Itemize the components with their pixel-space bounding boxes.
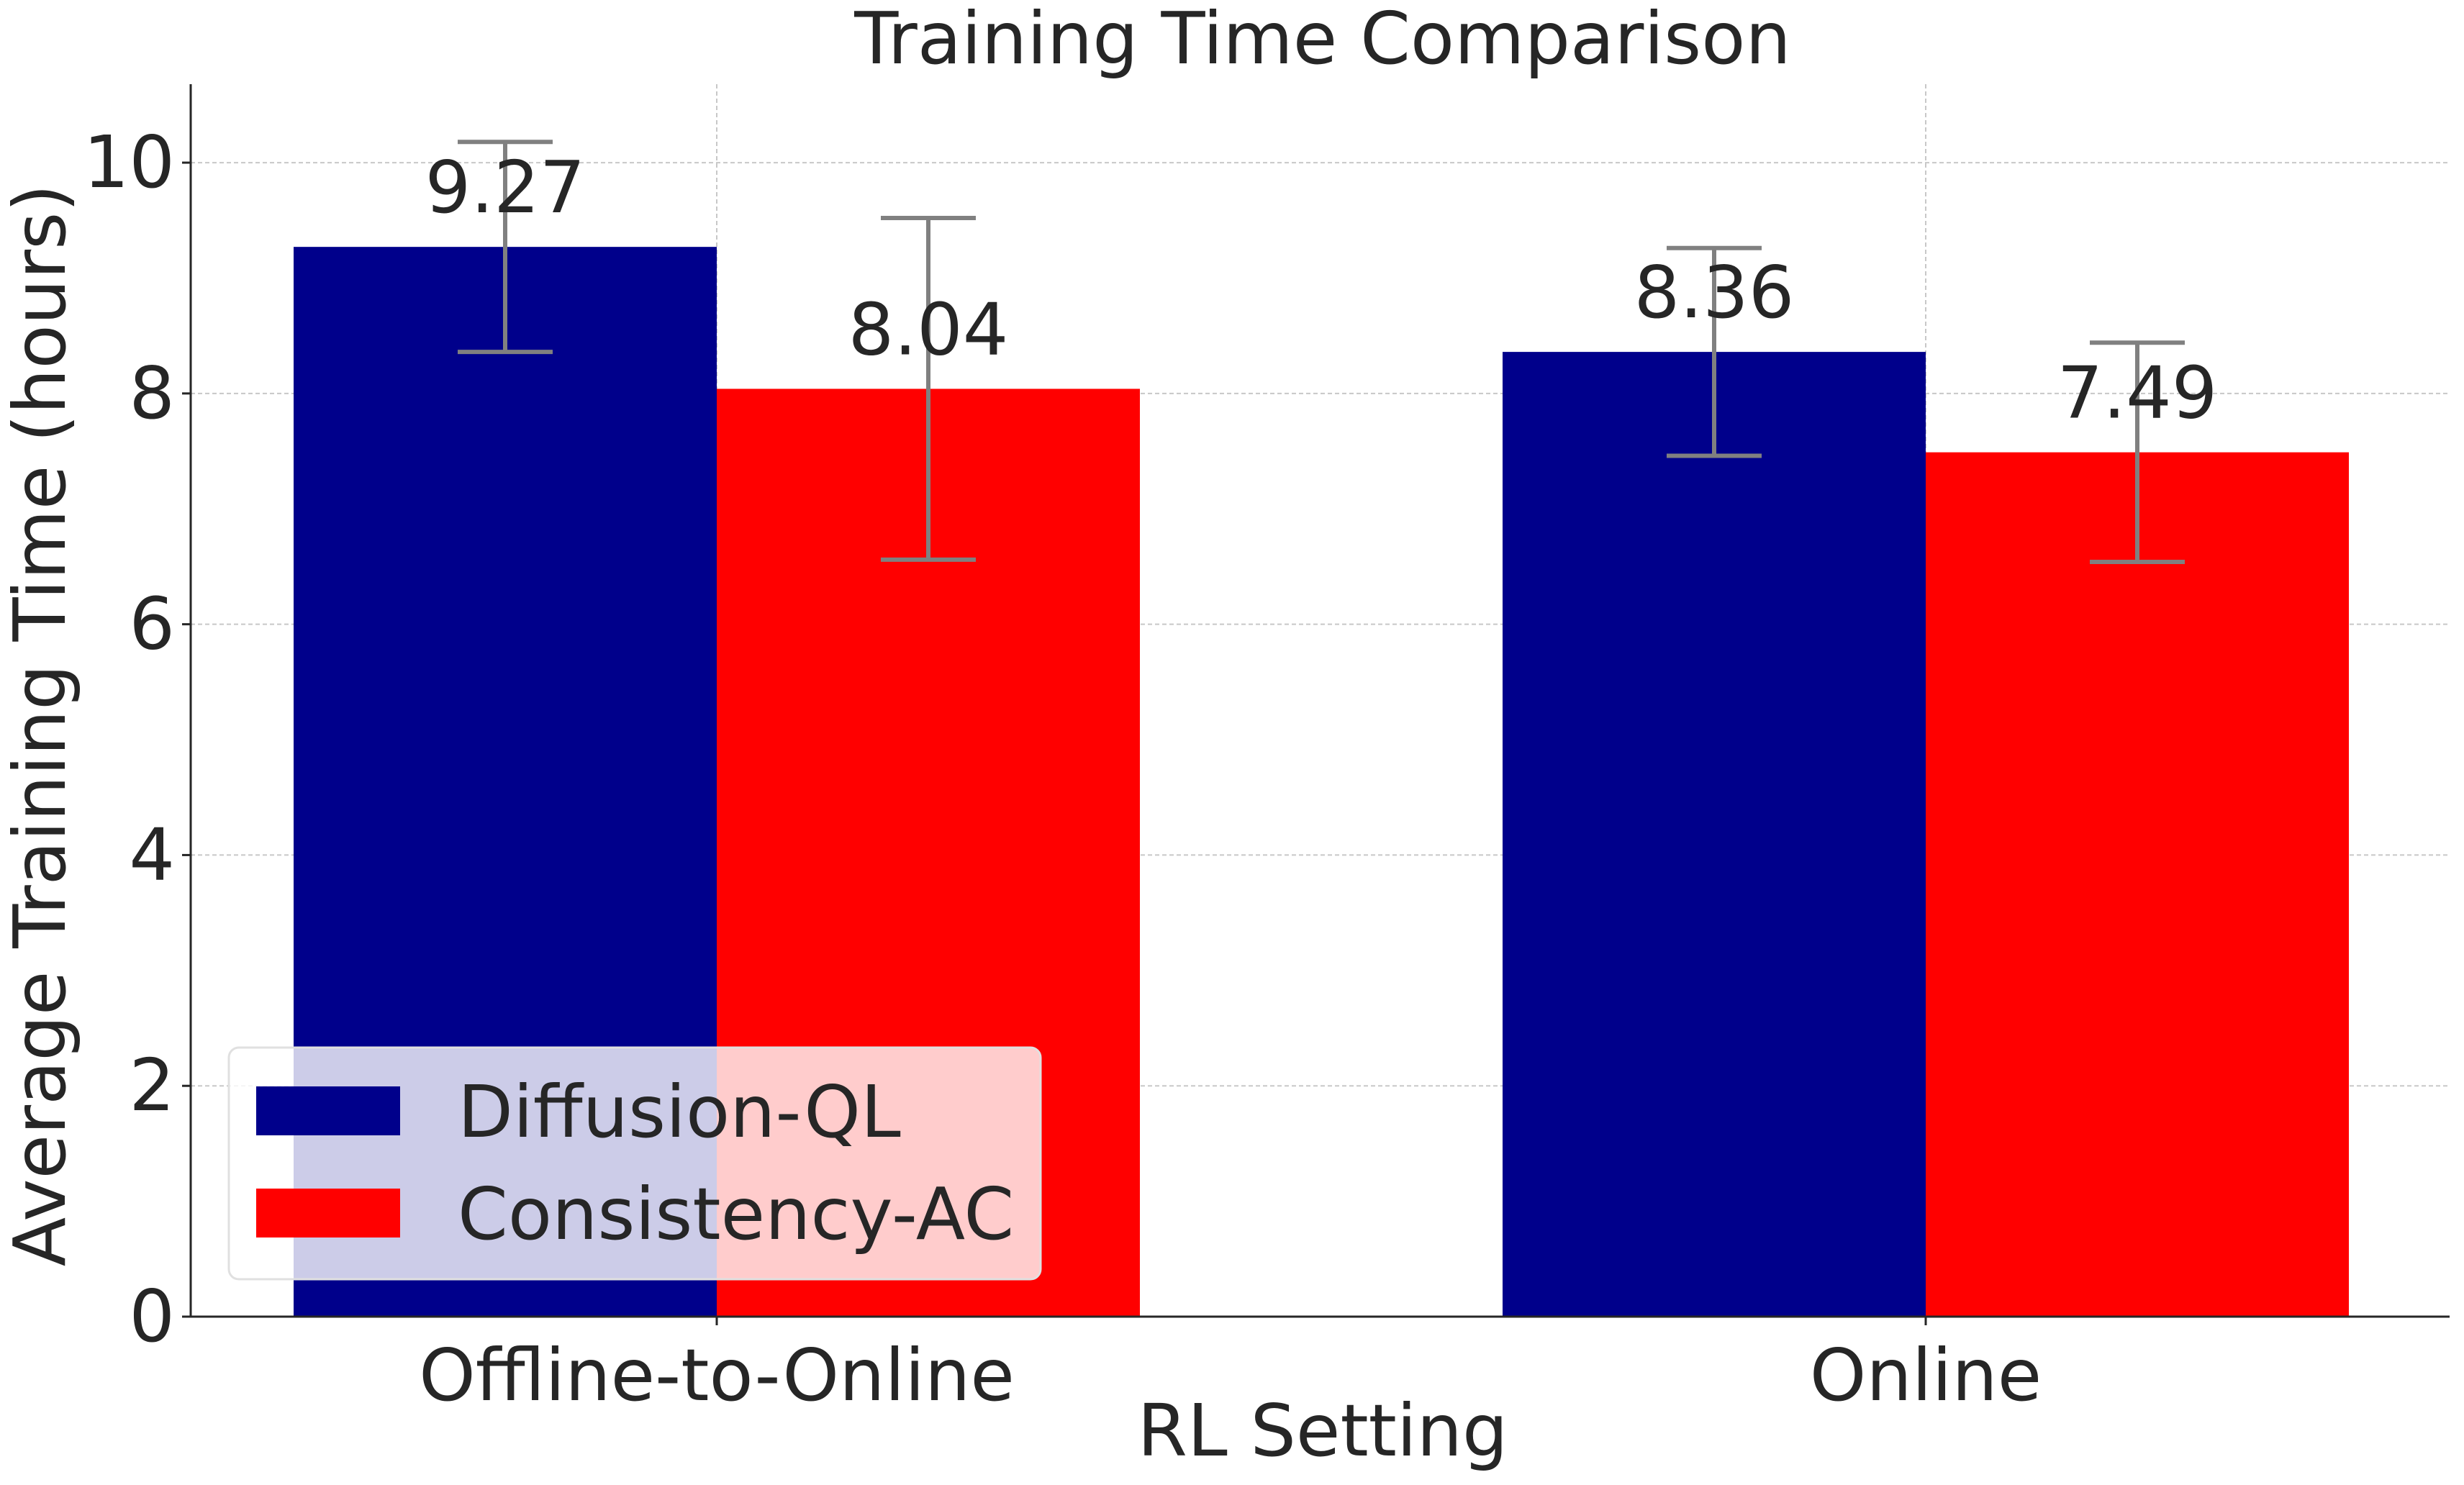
legend-label: Diffusion-QL [458,1070,901,1154]
y-tick-label: 2 [129,1043,175,1127]
x-ticks: Offline-to-Online Online [419,1317,2042,1417]
legend: Diffusion-QL Consistency-AC [227,1046,1042,1281]
legend-swatch [256,1189,400,1238]
bar-consistency-ac [1926,452,2349,1317]
legend-label: Consistency-AC [458,1172,1014,1256]
error-bars [458,140,2185,565]
value-labels: 9.27 8.36 8.04 7.49 [425,145,2218,435]
x-axis-title: RL Setting [1137,1389,1508,1473]
y-tick-label: 10 [83,120,175,204]
axes [189,84,2450,1318]
y-ticks: 0 2 4 6 8 10 [83,120,191,1358]
x-tick-label: Online [1810,1333,2042,1417]
y-axis-title: Average Training Time (hours) [0,184,82,1267]
bar-value-label: 7.49 [2057,351,2218,435]
legend-swatch [256,1086,400,1135]
y-tick-label: 4 [129,812,175,896]
y-tick-label: 0 [129,1274,175,1358]
legend-box [227,1046,1042,1281]
bar-value-label: 8.36 [1634,250,1795,335]
y-tick-label: 8 [129,351,175,435]
y-tick-label: 6 [129,582,175,666]
bar-value-label: 8.04 [848,287,1009,371]
chart-title: Training Time Comparison [853,0,1791,81]
bar-value-label: 9.27 [425,145,586,230]
bar-diffusion-ql [1503,352,1926,1317]
x-tick-label: Offline-to-Online [419,1333,1015,1417]
